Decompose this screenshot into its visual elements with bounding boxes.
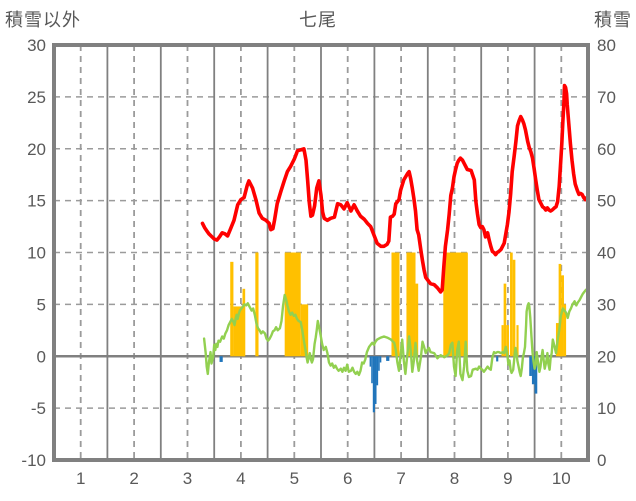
x-axis-tick: 3 xyxy=(183,469,192,488)
blue-bars xyxy=(219,356,223,362)
x-axis-tick: 4 xyxy=(236,469,245,488)
right-axis-tick: 20 xyxy=(597,347,616,366)
left-axis-tick: -10 xyxy=(21,451,46,470)
x-axis-tick: 8 xyxy=(450,469,459,488)
blue-bars xyxy=(529,356,532,376)
blue-bars xyxy=(496,356,499,362)
yellow-bars xyxy=(242,288,246,357)
yellow-bars xyxy=(255,252,259,357)
right-axis-tick: 80 xyxy=(597,36,616,55)
yellow-bars xyxy=(503,283,507,357)
right-axis-tick: 0 xyxy=(597,451,606,470)
right-axis-tick: 60 xyxy=(597,140,616,159)
chart-title: 七尾 xyxy=(299,10,337,30)
blue-bars xyxy=(534,356,538,394)
blue-bars xyxy=(374,356,377,404)
right-axis-tick: 40 xyxy=(597,244,616,263)
right-axis-tick: 30 xyxy=(597,295,616,314)
yellow-bars xyxy=(233,306,246,357)
yellow-bars xyxy=(516,325,519,357)
blue-bars xyxy=(371,356,373,384)
x-axis-tick: 10 xyxy=(552,469,571,488)
blue-bars xyxy=(386,356,390,361)
yellow-bars xyxy=(506,325,509,357)
left-axis-tick: 0 xyxy=(37,347,46,366)
left-axis-tick: 30 xyxy=(27,36,46,55)
x-axis-tick: 2 xyxy=(129,469,138,488)
blue-bars xyxy=(369,356,372,367)
right-axis-tick: 50 xyxy=(597,192,616,211)
x-axis-tick: 1 xyxy=(76,469,85,488)
yellow-bars xyxy=(415,283,419,357)
yellow-bars xyxy=(512,259,516,357)
green-line xyxy=(202,287,589,382)
right-axis-tick: 10 xyxy=(597,399,616,418)
yellow-bars xyxy=(230,261,234,357)
yellow-bars xyxy=(563,304,567,357)
blue-bars xyxy=(379,356,382,363)
yellow-bars xyxy=(284,252,301,357)
yellow-bars xyxy=(406,252,416,357)
blue-bars xyxy=(376,356,379,386)
left-axis-title: 積雪以外 xyxy=(5,10,81,30)
left-axis-tick: 10 xyxy=(27,244,46,263)
right-axis-title: 積雪 xyxy=(594,10,632,30)
blue-bars xyxy=(372,356,375,413)
blue-bars xyxy=(531,356,535,385)
left-axis-tick: 15 xyxy=(27,192,46,211)
yellow-bars xyxy=(510,252,513,357)
left-axis-tick: 25 xyxy=(27,88,46,107)
yellow-bars xyxy=(443,252,468,357)
x-axis-tick: 7 xyxy=(396,469,405,488)
blue-bars xyxy=(378,356,380,371)
plot-border xyxy=(52,43,590,462)
left-axis-tick: -5 xyxy=(31,399,46,418)
yellow-bars xyxy=(300,304,309,357)
right-axis-tick: 70 xyxy=(597,88,616,107)
left-axis-tick: 20 xyxy=(27,140,46,159)
red-line xyxy=(200,83,589,294)
x-axis-tick: 5 xyxy=(290,469,299,488)
yellow-bars xyxy=(501,325,504,357)
x-axis-tick: 6 xyxy=(343,469,352,488)
yellow-bars xyxy=(391,252,400,357)
yellow-bars xyxy=(558,263,562,357)
left-axis-tick: 5 xyxy=(37,295,46,314)
x-axis-tick: 9 xyxy=(503,469,512,488)
yellow-bars xyxy=(561,275,564,357)
